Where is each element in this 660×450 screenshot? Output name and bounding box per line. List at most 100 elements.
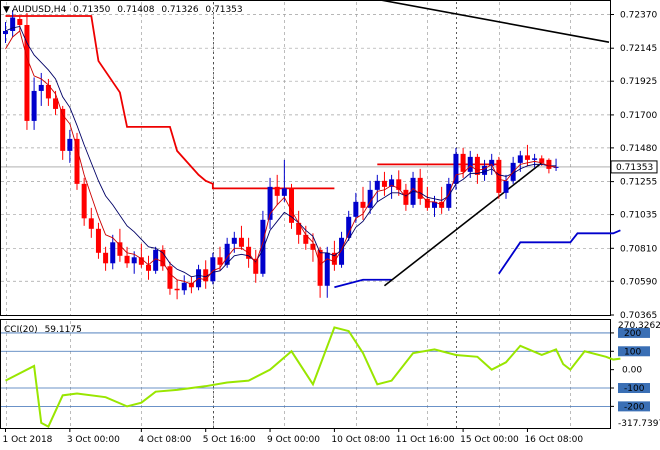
candle-body	[181, 282, 187, 291]
price-tick-label: 0.71035	[620, 211, 657, 221]
candle-body	[138, 257, 144, 265]
cci-level-badge	[618, 346, 650, 357]
cci-line	[5, 326, 621, 428]
candle-body	[396, 179, 402, 190]
time-tick-label: 10 Oct 08:00	[331, 435, 390, 445]
svg-text:AUDUSD,H4 0.71350: AUDUSD,H4 0.71350 0.71408 0.71326 0.7135…	[12, 5, 243, 15]
candle-body	[296, 222, 302, 235]
candle-body	[203, 269, 209, 282]
candle-body	[381, 180, 387, 187]
candle-body	[474, 156, 480, 175]
candle-body	[24, 24, 30, 121]
collapse-arrow-icon[interactable]: ▼	[3, 5, 10, 15]
candle-body	[174, 288, 180, 291]
price-tick-label: 0.71700	[620, 111, 657, 121]
price-tick-label: 0.70590	[620, 277, 657, 287]
candle-body	[532, 158, 538, 160]
candle-body	[417, 177, 423, 199]
symbol-label: AUDUSD,H4	[12, 5, 67, 15]
high-value: 0.71408	[117, 5, 154, 15]
cci-level-label: -200	[624, 402, 645, 412]
current-price-badge	[610, 160, 658, 174]
candle-body	[217, 257, 223, 265]
indicator-lines	[5, 25, 557, 285]
candle-body	[167, 266, 173, 289]
candle-body	[360, 201, 366, 208]
candle-body	[460, 153, 466, 172]
price-axis: 0.72370 0.72145 0.71925 0.71700 0.71480 0.712…	[610, 10, 658, 321]
cci-value: 59.1175	[45, 325, 82, 335]
candle-body	[188, 282, 194, 288]
candle-body	[3, 30, 8, 34]
candle-body	[53, 98, 59, 109]
candle-body	[339, 237, 345, 265]
price-tick-label: 0.72370	[620, 10, 657, 20]
time-tick-label: 15 Oct 00:00	[460, 435, 519, 445]
candle-body	[389, 179, 395, 187]
candle-body	[546, 159, 552, 169]
time-tick-label: 16 Oct 08:00	[524, 435, 583, 445]
candle-body	[67, 138, 73, 151]
chart-header: ▼ AUDUSD,H4 0.71350 0.71408 0.71326 0.71…	[3, 5, 243, 15]
cci-level-label: 0.00	[622, 366, 642, 376]
trendline[interactable]	[313, 0, 610, 44]
candle-body	[353, 201, 359, 217]
moving-average-slow	[5, 25, 557, 278]
candle-body	[346, 216, 352, 238]
candle-body	[260, 219, 266, 274]
candle-body	[110, 242, 116, 264]
stop-line-blue[interactable]	[498, 229, 621, 275]
candle-body	[124, 255, 130, 264]
cci-level-badge	[618, 401, 650, 412]
candle-body	[103, 252, 109, 264]
time-tick-label: 11 Oct 16:00	[396, 435, 455, 445]
candle-body	[503, 180, 509, 193]
cci-level-label: 100	[624, 347, 641, 357]
candle-body	[317, 249, 323, 286]
candle-body	[253, 258, 259, 274]
cci-min-label: -317.7397	[618, 419, 660, 429]
cci-level-badge	[618, 383, 650, 394]
candle-body	[367, 189, 373, 208]
current-price-label: 0.71353	[616, 163, 653, 173]
candle-body	[453, 153, 459, 184]
candle-body	[267, 186, 273, 220]
trendline[interactable]	[383, 162, 543, 287]
cci-level-lines	[1, 332, 610, 407]
moving-average-fast	[5, 30, 557, 285]
time-tick-label: 3 Oct 00:00	[67, 435, 120, 445]
candle-body	[324, 252, 330, 286]
price-tick-label: 0.72145	[620, 44, 657, 54]
candle-body	[467, 156, 473, 172]
candle-body	[95, 228, 101, 253]
candle-body	[74, 138, 80, 184]
time-tick-label: 9 Oct 00:00	[267, 435, 320, 445]
candle-body	[10, 17, 16, 31]
candle-body	[60, 108, 66, 151]
stop-line-blue[interactable]	[334, 278, 392, 289]
price-tick-label: 0.71925	[620, 77, 657, 87]
candle-body	[210, 257, 216, 282]
cci-max-label: 270.3262	[618, 321, 660, 331]
candle-body	[224, 243, 230, 265]
candle-body	[88, 218, 94, 229]
candle-body	[274, 186, 280, 196]
svg-text:CCI(20) 59.1175: CCI(20) 59.1175	[4, 325, 82, 335]
candle-body	[160, 249, 166, 267]
cci-level-badge	[618, 327, 650, 338]
candle-body	[517, 155, 523, 163]
candle-body	[374, 180, 380, 190]
cci-level-label: -100	[624, 384, 645, 394]
candle-body	[17, 18, 23, 25]
candle-body	[310, 243, 316, 250]
candle-body	[146, 264, 151, 271]
candle-body	[524, 155, 530, 160]
time-axis: 1 Oct 2018 3 Oct 00:00 4 Oct 08:00 5 Oct 16…	[3, 428, 583, 445]
low-value: 0.71326	[161, 5, 198, 15]
time-tick-label: 5 Oct 16:00	[203, 435, 256, 445]
candle-body	[81, 183, 87, 219]
stop-line-red[interactable]	[5, 15, 335, 190]
price-panel[interactable]	[0, 0, 611, 316]
candle-body	[31, 90, 37, 121]
